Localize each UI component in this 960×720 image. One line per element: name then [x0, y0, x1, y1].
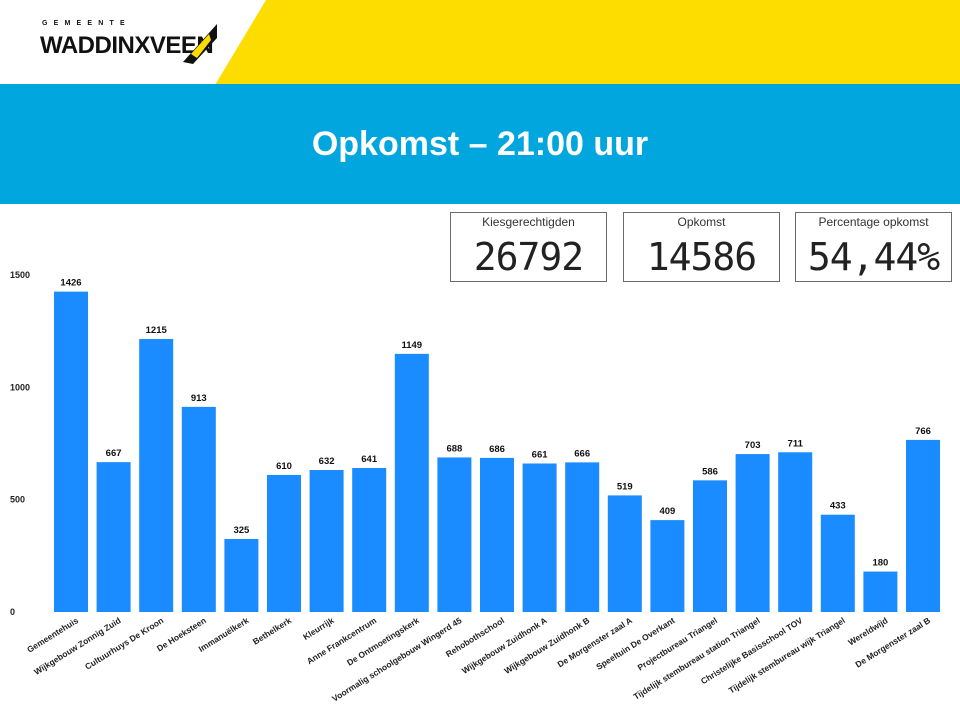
x-tick-label: Voormalig schoolgebouw Wingerd 45 — [330, 615, 463, 704]
header-yellow-band — [0, 0, 960, 90]
x-tick-label: Projectbureau Triangel — [636, 615, 719, 672]
bar — [394, 353, 429, 612]
data-label: 686 — [489, 444, 505, 455]
bar — [139, 339, 174, 612]
bar — [735, 454, 770, 612]
bar — [309, 470, 344, 612]
bar — [565, 462, 600, 612]
data-label: 666 — [574, 448, 590, 459]
bar — [820, 514, 855, 612]
kpi-value: 54,44% — [807, 235, 940, 279]
x-tick-label: Bethelkerk — [251, 615, 293, 647]
x-tick-label: Kleurrijk — [301, 615, 336, 642]
bar — [906, 439, 940, 612]
x-tick-label: Immanuëlkerk — [197, 615, 251, 654]
bar — [522, 463, 557, 612]
data-label: 667 — [106, 448, 122, 459]
data-label: 711 — [788, 438, 804, 449]
x-tick-label: De Ontmoetingskerk — [345, 615, 421, 668]
x-tick-label: Cultuurhuys De Kroon — [83, 615, 165, 672]
bar — [863, 571, 898, 612]
kpi-value: 14586 — [646, 235, 757, 279]
logo-emblem-icon — [183, 24, 217, 64]
bar — [437, 457, 472, 612]
kpi-card-turnout: Opkomst 14586 — [623, 212, 780, 282]
data-label: 325 — [233, 525, 250, 536]
x-tick-label: Wijkgebouw Zuidhonk B — [502, 615, 591, 676]
x-tick-label: Wereldwijd — [846, 615, 889, 647]
data-label: 1149 — [401, 340, 422, 351]
data-label: 688 — [446, 443, 462, 454]
data-label: 180 — [872, 558, 888, 569]
y-tick-label: 1500 — [10, 270, 30, 280]
logo-small-text: GEMEENTE — [42, 20, 131, 27]
y-tick-label: 0 — [10, 607, 15, 617]
page-title: Opkomst – 21:00 uur — [311, 125, 649, 163]
data-label: 641 — [361, 454, 378, 465]
data-label: 519 — [617, 481, 633, 492]
data-label: 703 — [745, 440, 761, 451]
bar — [607, 495, 642, 612]
bar — [650, 520, 685, 612]
bar — [96, 462, 131, 612]
bar — [181, 406, 216, 612]
y-tick-label: 500 — [10, 495, 25, 505]
bar — [480, 457, 514, 612]
bar — [54, 291, 88, 612]
x-tick-label: Christelijke Basisschool TOV — [699, 615, 805, 686]
data-label: 586 — [702, 466, 718, 477]
data-label: 610 — [276, 461, 292, 472]
x-tick-label: Rehobothschool — [444, 615, 506, 659]
x-tick-label: Tijdelijk stembureau wijk Triangel — [727, 615, 847, 695]
kpi-label: Opkomst — [677, 215, 726, 229]
bar — [693, 480, 727, 612]
kpi-label: Kiesgerechtigden — [482, 215, 575, 229]
title-band: Opkomst – 21:00 uur — [0, 84, 960, 204]
data-label: 1426 — [60, 278, 81, 289]
x-tick-label: De Hoeksteen — [155, 615, 208, 653]
bar — [224, 538, 259, 612]
bar — [778, 452, 813, 612]
data-label: 1215 — [146, 325, 168, 336]
municipality-logo: GEMEENTE WADDINXVEEN — [40, 18, 220, 68]
x-tick-label: Tijdelijk stembureau station Triangel — [632, 615, 762, 701]
x-tick-label: De Morgenster zaal A — [556, 615, 634, 669]
data-label: 766 — [915, 426, 931, 437]
data-label: 632 — [319, 456, 335, 467]
y-tick-label: 1000 — [10, 382, 30, 392]
x-tick-label: De Morgenster zaal B — [853, 615, 932, 669]
kpi-label: Percentage opkomst — [818, 215, 929, 229]
x-tick-label: Anne Frankcentrum — [305, 615, 379, 666]
x-tick-label: Wijkgebouw Zuidhonk A — [460, 615, 549, 676]
kpi-value: 26792 — [473, 235, 584, 279]
bar — [267, 474, 301, 612]
data-label: 433 — [830, 501, 846, 512]
data-label: 409 — [659, 506, 675, 517]
kpi-card-eligible-voters: Kiesgerechtigden 26792 — [450, 212, 607, 282]
x-tick-label: Gemeentehuis — [25, 615, 80, 655]
data-label: 913 — [191, 393, 207, 404]
data-label: 661 — [532, 449, 549, 460]
logo-main-text: WADDINXVEEN — [40, 32, 214, 59]
x-tick-label: Speeltuin De Overkant — [594, 615, 676, 672]
kpi-card-turnout-percentage: Percentage opkomst 54,44% — [795, 212, 952, 282]
bar — [352, 467, 387, 612]
x-tick-label: Wijkgebouw Zonnig Zuid — [32, 615, 123, 677]
